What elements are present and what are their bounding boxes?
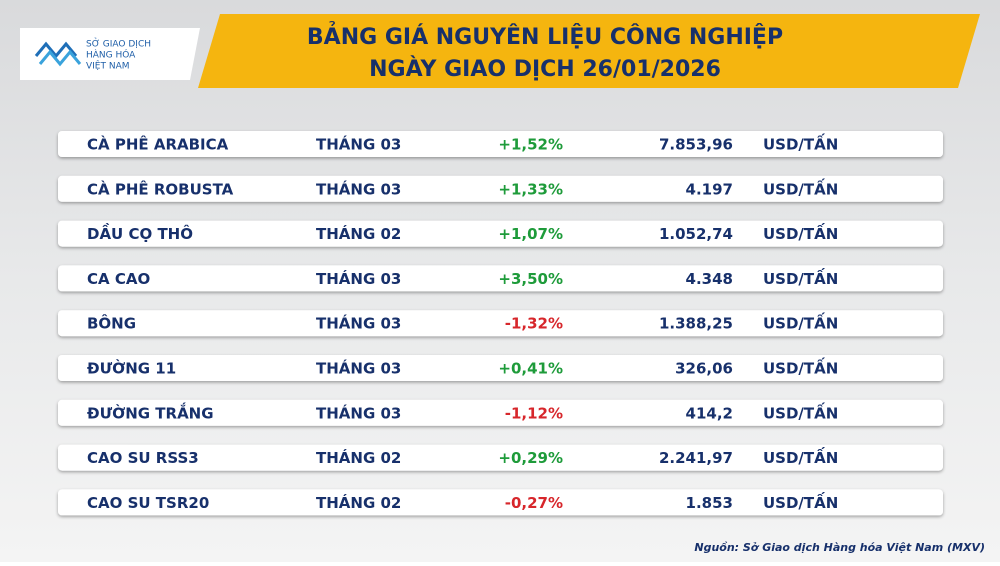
contract-month: THÁNG 03 [316, 269, 401, 288]
unit: USD/TẤN [763, 491, 838, 512]
table-row [58, 131, 943, 157]
unit: USD/TẤN [763, 446, 838, 467]
change: +1,52% [498, 136, 563, 154]
price: 414,2 [686, 404, 733, 422]
table-row [58, 310, 943, 337]
contract-month: THÁNG 03 [316, 314, 401, 333]
logo-text: VIỆT NAM [86, 60, 130, 72]
logo-box [20, 28, 200, 80]
title: BẢNG GIÁ NGUYÊN LIỆU CÔNG NGHIỆP [307, 22, 783, 50]
price: 326,06 [675, 360, 733, 378]
title-banner [198, 14, 980, 88]
unit: USD/TẤN [763, 222, 838, 243]
commodity: CA CAO [87, 270, 150, 288]
table-row [58, 175, 943, 202]
change: +0,29% [498, 449, 563, 467]
price: 1.388,25 [659, 315, 733, 333]
price: 7.853,96 [659, 136, 733, 154]
commodity: BÔNG [87, 314, 136, 333]
commodity: CÀ PHÊ ROBUSTA [87, 179, 234, 198]
table-row [58, 399, 943, 426]
contract-month: THÁNG 03 [316, 179, 401, 198]
change: +1,07% [498, 225, 563, 243]
table-row [58, 444, 943, 471]
unit: USD/TẤN [763, 177, 838, 198]
commodity: DẦU CỌ THÔ [87, 222, 193, 243]
price: 2.241,97 [659, 449, 733, 467]
change: -1,12% [505, 404, 563, 422]
contract-month: THÁNG 03 [316, 135, 401, 154]
logo-text: SỞ GIAO DỊCH [86, 38, 151, 50]
contract-month: THÁNG 03 [316, 359, 401, 378]
table-row [58, 489, 943, 516]
source: Nguồn: Sở Giao dịch Hàng hóa Việt Nam (M… [694, 541, 985, 554]
price: 4.197 [686, 180, 733, 198]
unit: USD/TẤN [763, 401, 838, 422]
contract-month: THÁNG 02 [316, 224, 401, 243]
commodity: CÀ PHÊ ARABICA [87, 135, 229, 154]
commodity: ĐƯỜNG 11 [87, 359, 176, 378]
unit: USD/TẤN [763, 312, 838, 333]
unit: USD/TẤN [763, 133, 838, 154]
commodity: ĐƯỜNG TRẮNG [87, 401, 214, 422]
logo-icon [34, 41, 82, 67]
unit: USD/TẤN [763, 357, 838, 378]
price: 1.853 [686, 494, 733, 512]
logo-text: HÀNG HÓA [86, 49, 136, 61]
subtitle: NGÀY GIAO DỊCH 26/01/2026 [369, 56, 721, 82]
table-row [58, 220, 943, 247]
unit: USD/TẤN [763, 267, 838, 288]
commodity: CAO SU RSS3 [87, 449, 199, 467]
price: 1.052,74 [659, 225, 733, 243]
contract-month: THÁNG 02 [316, 493, 401, 512]
change: +3,50% [498, 270, 563, 288]
commodity: CAO SU TSR20 [87, 494, 209, 512]
table: CÀ PHÊ ARABICA THÁNG 03 +1,52% 7.853,96 USD/… [58, 131, 943, 516]
change: +0,41% [498, 360, 563, 378]
table-row [58, 265, 943, 292]
price: 4.348 [686, 270, 733, 288]
contract-month: THÁNG 02 [316, 448, 401, 467]
change: -0,27% [505, 494, 563, 512]
change: -1,32% [505, 315, 563, 333]
change: +1,33% [498, 180, 563, 198]
contract-month: THÁNG 03 [316, 403, 401, 422]
table-row [58, 355, 943, 381]
